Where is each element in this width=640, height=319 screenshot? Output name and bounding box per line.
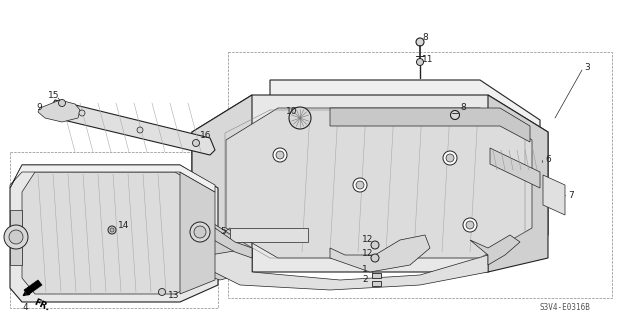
- Polygon shape: [490, 148, 540, 188]
- Circle shape: [276, 151, 284, 159]
- Circle shape: [137, 127, 143, 133]
- Text: 8: 8: [422, 33, 428, 41]
- Circle shape: [451, 110, 460, 120]
- Polygon shape: [48, 100, 215, 155]
- Polygon shape: [192, 95, 548, 272]
- Text: 12: 12: [362, 234, 373, 243]
- Bar: [372, 280, 381, 286]
- Text: 14: 14: [118, 220, 129, 229]
- Text: 2: 2: [362, 275, 367, 284]
- Text: 11: 11: [422, 55, 433, 63]
- Circle shape: [4, 225, 28, 249]
- Circle shape: [463, 218, 477, 232]
- Circle shape: [446, 154, 454, 162]
- Text: 1: 1: [362, 265, 368, 275]
- Polygon shape: [192, 95, 252, 272]
- Text: 4: 4: [23, 303, 29, 313]
- Circle shape: [356, 181, 364, 189]
- Text: 15: 15: [48, 91, 60, 100]
- Polygon shape: [180, 172, 215, 294]
- Polygon shape: [10, 165, 215, 192]
- Circle shape: [79, 110, 85, 116]
- Circle shape: [108, 226, 116, 234]
- Text: FR.: FR.: [32, 297, 51, 313]
- Polygon shape: [210, 228, 252, 258]
- Polygon shape: [270, 80, 540, 145]
- Polygon shape: [470, 235, 520, 265]
- Circle shape: [9, 230, 23, 244]
- Bar: [372, 272, 381, 278]
- Text: 10: 10: [286, 108, 298, 116]
- Polygon shape: [330, 108, 530, 142]
- Text: S3V4-E0316B: S3V4-E0316B: [540, 303, 591, 313]
- Text: 12: 12: [362, 249, 373, 258]
- Text: 5: 5: [220, 227, 226, 236]
- Circle shape: [194, 226, 206, 238]
- Circle shape: [466, 221, 474, 229]
- Circle shape: [110, 228, 114, 232]
- Polygon shape: [330, 235, 430, 272]
- Circle shape: [371, 241, 379, 249]
- Circle shape: [417, 58, 424, 65]
- Polygon shape: [210, 248, 488, 290]
- Polygon shape: [543, 175, 565, 215]
- Polygon shape: [10, 165, 218, 302]
- Circle shape: [193, 139, 200, 146]
- Circle shape: [443, 151, 457, 165]
- Circle shape: [416, 38, 424, 46]
- Circle shape: [353, 178, 367, 192]
- Text: 9: 9: [36, 102, 42, 112]
- Polygon shape: [10, 210, 22, 265]
- Polygon shape: [226, 108, 532, 258]
- Circle shape: [273, 148, 287, 162]
- Polygon shape: [488, 95, 548, 272]
- Text: 16: 16: [200, 131, 211, 140]
- Polygon shape: [24, 280, 42, 295]
- Text: 3: 3: [584, 63, 589, 72]
- Text: 7: 7: [568, 190, 573, 199]
- Polygon shape: [38, 100, 80, 122]
- Circle shape: [289, 107, 311, 129]
- Circle shape: [58, 100, 65, 107]
- Circle shape: [190, 222, 210, 242]
- Polygon shape: [230, 228, 308, 242]
- Circle shape: [371, 254, 379, 262]
- Polygon shape: [22, 172, 208, 294]
- Text: 8: 8: [460, 103, 466, 113]
- Circle shape: [159, 288, 166, 295]
- Text: 13: 13: [168, 291, 179, 300]
- Polygon shape: [182, 210, 252, 280]
- Text: 6: 6: [545, 155, 551, 165]
